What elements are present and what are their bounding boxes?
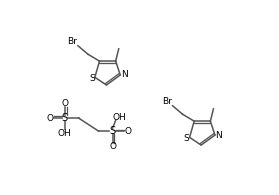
Text: O: O (61, 99, 68, 108)
Text: S: S (62, 113, 68, 123)
Text: S: S (184, 134, 189, 143)
Text: S: S (89, 74, 95, 82)
Text: O: O (124, 127, 131, 136)
Text: O: O (109, 142, 116, 151)
Text: OH: OH (113, 113, 126, 122)
Text: Br: Br (68, 37, 78, 46)
Text: OH: OH (58, 129, 72, 138)
Text: S: S (110, 126, 116, 136)
Text: O: O (47, 114, 54, 123)
Text: N: N (121, 70, 128, 80)
Text: Br: Br (162, 98, 172, 106)
Text: N: N (215, 130, 222, 140)
